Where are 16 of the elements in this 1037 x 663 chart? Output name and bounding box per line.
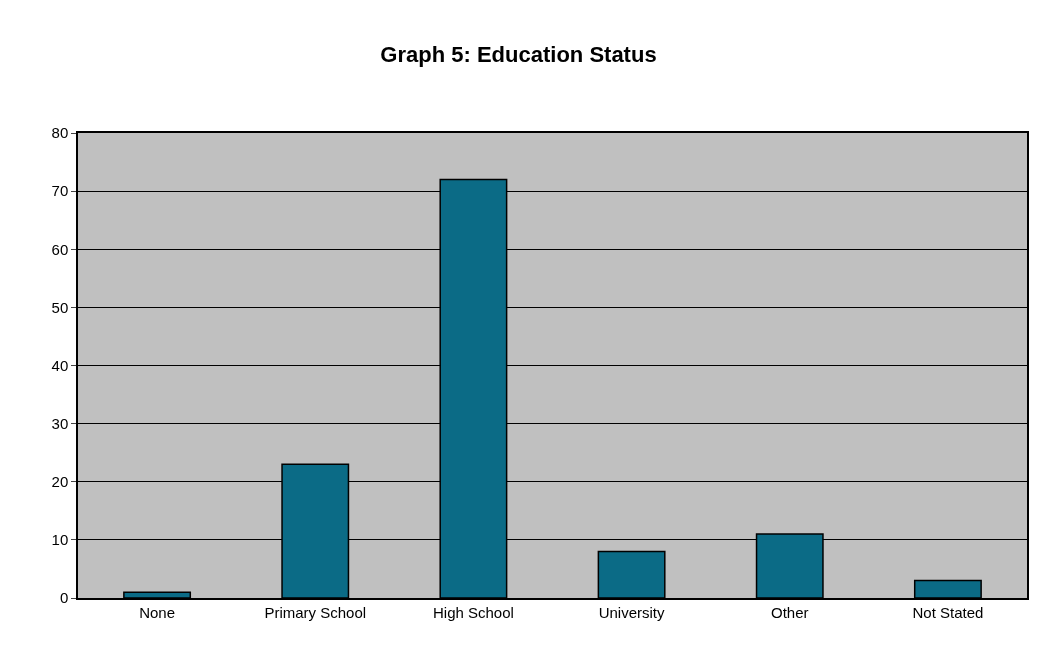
x-tick-label: None: [139, 603, 176, 621]
x-tick-label: Not Stated: [912, 603, 984, 621]
x-tick-label: University: [598, 603, 665, 621]
x-tick-label: Other: [770, 603, 809, 621]
x-tick-label: Primary School: [264, 603, 367, 621]
y-tick-label: 60: [51, 240, 69, 258]
x-tick-label: High School: [432, 603, 514, 621]
y-tick-label: 10: [51, 531, 69, 549]
y-tick-label: 40: [51, 356, 69, 374]
y-tick-label: 50: [51, 298, 69, 316]
chart-title: Graph 5: Education Status: [380, 41, 657, 67]
y-tick-label: 20: [51, 473, 69, 490]
y-tick-label: 30: [51, 414, 69, 432]
y-tick-label: 70: [51, 182, 69, 200]
y-tick-label: 80: [51, 124, 69, 142]
y-tick-label: 0: [59, 589, 69, 607]
